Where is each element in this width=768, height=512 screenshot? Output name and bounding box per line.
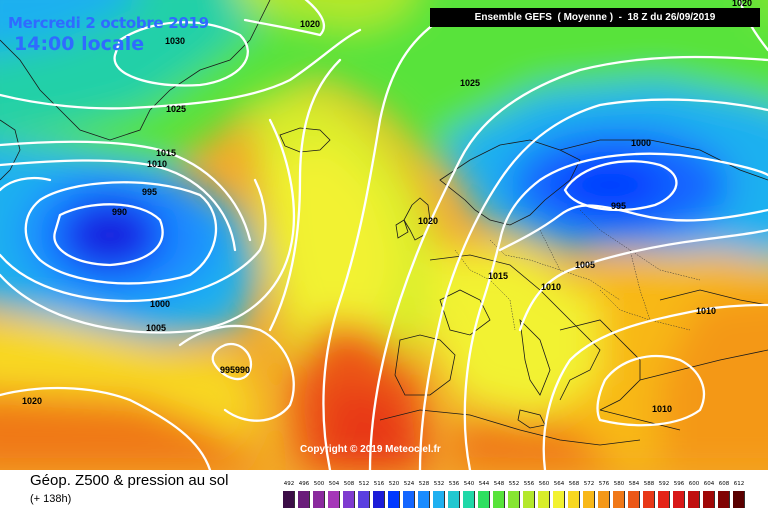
z500-color-field xyxy=(0,0,768,470)
scale-value-label: 552 xyxy=(508,481,520,487)
scale-color-swatch xyxy=(688,491,700,508)
isobar-label: 1005 xyxy=(146,323,166,333)
isobar-label: 995990 xyxy=(220,365,250,375)
scale-color-swatch xyxy=(388,491,400,508)
isobar-label: 1010 xyxy=(147,159,167,169)
scale-value-label: 528 xyxy=(418,481,430,487)
scale-value-label: 596 xyxy=(673,481,685,487)
isobar-label: 995 xyxy=(611,201,626,211)
copyright-notice: Copyright © 2019 Meteociel.fr xyxy=(300,444,441,455)
scale-color-swatch xyxy=(733,491,745,508)
scale-value-label: 560 xyxy=(538,481,550,487)
scale-value-label: 608 xyxy=(718,481,730,487)
scale-color-swatch xyxy=(478,491,490,508)
scale-color-swatch xyxy=(418,491,430,508)
scale-value-label: 592 xyxy=(658,481,670,487)
isobar-label: 1025 xyxy=(460,78,480,88)
scale-color-swatch xyxy=(358,491,370,508)
scale-value-label: 512 xyxy=(358,481,370,487)
scale-color-swatch xyxy=(508,491,520,508)
isobar-label: 1000 xyxy=(150,299,170,309)
geopotential-pressure-map: 1020 1030 1025 1015 1010 995 990 1000 10… xyxy=(0,0,768,470)
scale-color-swatch xyxy=(313,491,325,508)
coastlines xyxy=(0,0,768,446)
scale-value-label: 516 xyxy=(373,481,385,487)
scale-color-swatch xyxy=(343,491,355,508)
isobar-label: 990 xyxy=(112,207,127,217)
scale-value-label: 604 xyxy=(703,481,715,487)
isobar-label: 1015 xyxy=(156,148,176,158)
scale-value-label: 536 xyxy=(448,481,460,487)
scale-color-swatch xyxy=(523,491,535,508)
scale-value-label: 548 xyxy=(493,481,505,487)
isobar-label: 1010 xyxy=(652,404,672,414)
isobar-label: 1030 xyxy=(165,36,185,46)
scale-value-label: 508 xyxy=(343,481,355,487)
scale-value-label: 496 xyxy=(298,481,310,487)
scale-value-label: 600 xyxy=(688,481,700,487)
scale-value-label: 572 xyxy=(583,481,595,487)
scale-color-swatch xyxy=(553,491,565,508)
scale-color-swatch xyxy=(568,491,580,508)
color-scale-labels: 492 496 500 504 508 512 516 520 524 528 532 536 540 5… xyxy=(283,481,753,490)
scale-color-swatch xyxy=(283,491,295,508)
scale-color-swatch xyxy=(538,491,550,508)
isobar-label: 1020 xyxy=(732,0,752,8)
scale-value-label: 524 xyxy=(403,481,415,487)
scale-value-label: 588 xyxy=(643,481,655,487)
scale-color-swatch xyxy=(433,491,445,508)
scale-color-swatch xyxy=(643,491,655,508)
legend-title: Géop. Z500 & pression au sol xyxy=(30,472,229,489)
forecast-hours: (+ 138h) xyxy=(30,493,72,505)
scale-color-swatch xyxy=(298,491,310,508)
isobar-label: 1020 xyxy=(418,216,438,226)
scale-color-swatch xyxy=(493,491,505,508)
isobar-label: 1005 xyxy=(575,260,595,270)
scale-color-swatch xyxy=(583,491,595,508)
scale-value-label: 544 xyxy=(478,481,490,487)
scale-color-swatch xyxy=(703,491,715,508)
scale-value-label: 568 xyxy=(568,481,580,487)
isobar-label: 1025 xyxy=(166,104,186,114)
isobar-label: 1020 xyxy=(22,396,42,406)
scale-color-swatch xyxy=(613,491,625,508)
forecast-local-time: 14:00 locale xyxy=(14,33,145,55)
scale-value-label: 576 xyxy=(598,481,610,487)
weather-map: 1020 1030 1025 1015 1010 995 990 1000 10… xyxy=(0,0,768,470)
scale-color-swatch xyxy=(403,491,415,508)
model-run-banner: Ensemble GEFS ( Moyenne ) - 18 Z du 26/0… xyxy=(430,8,760,27)
scale-color-swatch xyxy=(373,491,385,508)
isobar-label: 1015 xyxy=(488,271,508,281)
legend-panel: Géop. Z500 & pression au sol (+ 138h) 49… xyxy=(0,470,768,512)
isobar-label: 995 xyxy=(142,187,157,197)
scale-color-swatch xyxy=(463,491,475,508)
scale-color-swatch xyxy=(448,491,460,508)
scale-color-swatch xyxy=(628,491,640,508)
scale-color-swatch xyxy=(718,491,730,508)
scale-value-label: 580 xyxy=(613,481,625,487)
scale-value-label: 504 xyxy=(328,481,340,487)
isobar-labels: 1020 1030 1025 1015 1010 995 990 1000 10… xyxy=(22,0,752,414)
scale-value-label: 612 xyxy=(733,481,745,487)
isobars xyxy=(0,0,768,470)
isobar-label: 1000 xyxy=(631,138,651,148)
forecast-date: Mercredi 2 octobre 2019 xyxy=(8,14,209,32)
scale-value-label: 492 xyxy=(283,481,295,487)
scale-value-label: 540 xyxy=(463,481,475,487)
isobar-label: 1010 xyxy=(696,306,716,316)
scale-value-label: 520 xyxy=(388,481,400,487)
scale-color-swatch xyxy=(673,491,685,508)
scale-value-label: 564 xyxy=(553,481,565,487)
scale-value-label: 584 xyxy=(628,481,640,487)
isobar-label: 1010 xyxy=(541,282,561,292)
scale-color-swatch xyxy=(658,491,670,508)
scale-value-label: 556 xyxy=(523,481,535,487)
isobar-label: 1020 xyxy=(300,19,320,29)
scale-value-label: 532 xyxy=(433,481,445,487)
color-scale-bar xyxy=(283,491,753,508)
scale-color-swatch xyxy=(598,491,610,508)
scale-color-swatch xyxy=(328,491,340,508)
scale-value-label: 500 xyxy=(313,481,325,487)
